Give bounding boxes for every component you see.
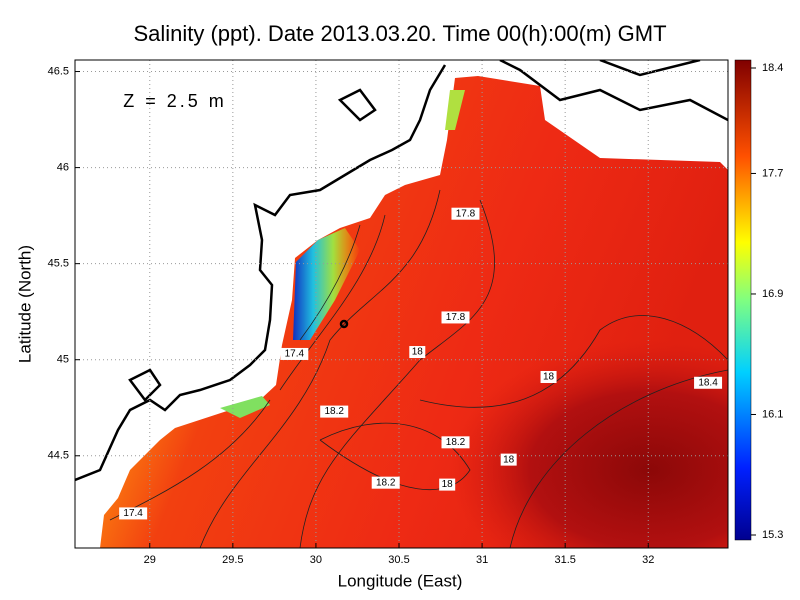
y-axis-label: Latitude (North) — [15, 245, 34, 363]
y-tick-label: 44.5 — [48, 450, 69, 462]
contour-label: 18 — [543, 372, 555, 383]
colorbar-tick-label: 15.3 — [762, 529, 783, 541]
contour-label: 18 — [503, 454, 515, 465]
y-tick-label: 45 — [57, 354, 69, 366]
colorbar — [734, 59, 752, 541]
chart-title: Salinity (ppt). Date 2013.03.20. Time 00… — [133, 21, 666, 46]
colorbar-tick-label: 16.9 — [762, 288, 783, 300]
contour-label: 18.2 — [376, 477, 396, 488]
x-tick-label: 30.5 — [388, 554, 409, 566]
contour-label-box — [441, 311, 470, 324]
contour-label-box — [280, 347, 309, 360]
contour-label-box — [451, 207, 480, 220]
contour-label: 18.2 — [446, 437, 466, 448]
contour-label: 17.4 — [285, 349, 305, 360]
contour-label-box — [119, 507, 148, 520]
contour-label-box — [439, 478, 456, 491]
contour-label-box — [694, 376, 723, 389]
contour-label-box — [409, 346, 426, 359]
map-field — [75, 60, 728, 548]
y-tick-label: 45.5 — [48, 258, 69, 270]
x-tick-label: 29.5 — [222, 554, 243, 566]
contour-label: 17.4 — [123, 508, 143, 519]
colorbar-tick-label: 16.1 — [762, 408, 783, 420]
depth-annotation: Z = 2.5 m — [123, 91, 227, 111]
y-tick-label: 46 — [57, 161, 69, 173]
grid — [75, 60, 728, 548]
contour-label-box — [540, 371, 557, 384]
x-axis-label: Longitude (East) — [338, 571, 463, 590]
contour-label: 17.8 — [456, 208, 476, 219]
contour-label-box — [500, 453, 517, 466]
contour-label: 17.8 — [446, 312, 466, 323]
contour-label-box — [441, 436, 470, 449]
contour-label: 18.2 — [324, 406, 344, 417]
coastline — [75, 60, 728, 482]
x-tick-label: 32 — [642, 554, 654, 566]
x-tick-label: 31.5 — [554, 554, 575, 566]
colorbar-tick-label: 17.7 — [762, 167, 783, 179]
contour-label: 18 — [412, 347, 424, 358]
colorbar-tick-label: 18.4 — [762, 62, 783, 74]
contour-label: 18.4 — [698, 377, 718, 388]
plot-frame — [74, 59, 729, 549]
contour-label-box — [371, 476, 400, 489]
high-salinity-area — [450, 340, 728, 548]
x-tick-label: 31 — [476, 554, 488, 566]
low-salinity-area — [293, 228, 360, 340]
low-salinity-area — [445, 90, 465, 130]
x-tick-label: 30 — [310, 554, 322, 566]
y-tick-label: 46.5 — [48, 65, 69, 77]
contour-label: 18 — [442, 479, 454, 490]
contour-label-box — [320, 405, 349, 418]
x-tick-label: 29 — [144, 554, 156, 566]
